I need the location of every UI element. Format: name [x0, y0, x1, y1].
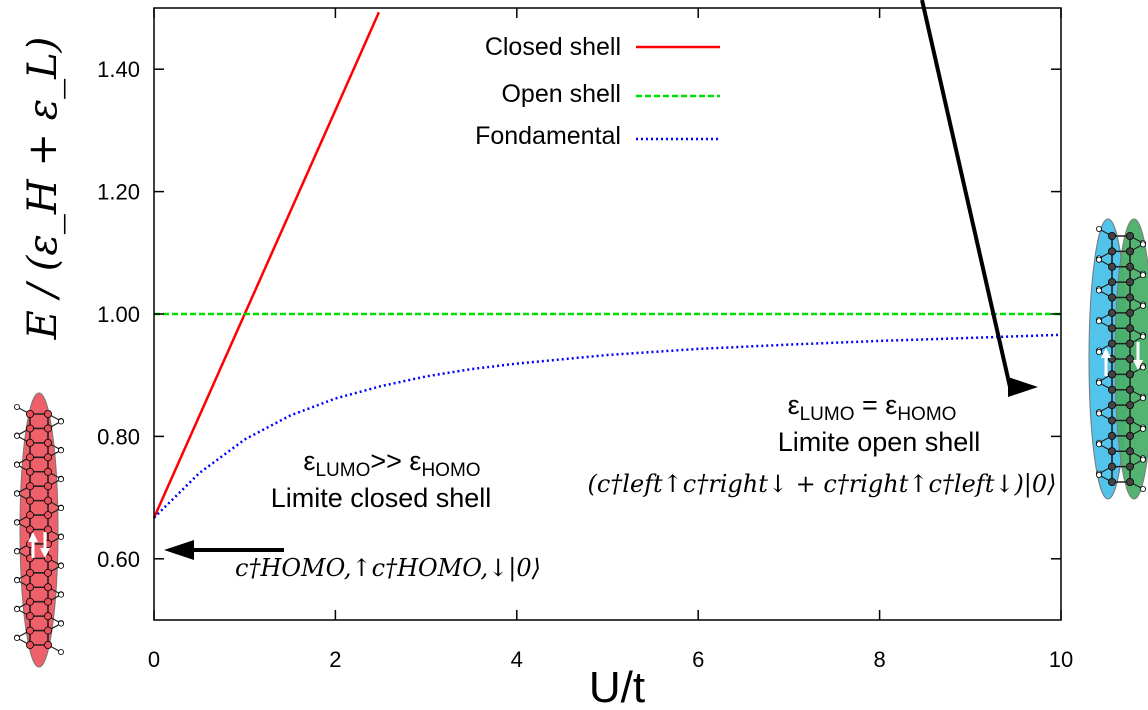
arrow-right-shaft [920, 0, 1012, 388]
arrow-right-icon [1008, 377, 1038, 397]
annotation-left-line2: Limite closed shell [271, 483, 492, 513]
annotation-right-line1: εLUMO = εHOMO [788, 390, 957, 425]
x-axis-title: U/t [589, 663, 645, 705]
annotation-closed-shell: εLUMO>> εHOMO Limite closed shell c†HOMO… [164, 446, 541, 583]
x-tick-label: 10 [1049, 647, 1073, 672]
annotation-left-line1: εLUMO>> εHOMO [303, 446, 480, 481]
x-tick-label: 4 [511, 647, 523, 672]
plot-lines [152, 11, 1062, 519]
annotation-right-formula: (c†left↑c†right↓ + c†right↑c†left↓)|0⟩ [587, 470, 1056, 499]
x-tick-label: 8 [873, 647, 885, 672]
annotation-right-line2: Limite open shell [778, 427, 981, 457]
molecule-closed-shell-icon [13, 392, 65, 668]
y-axis-title: E / (ε_H + ε_L) [20, 37, 66, 341]
legend: Closed shell Open shell Fondamental [475, 33, 720, 150]
y-ticks: 0.60 0.80 1.00 1.20 1.40 [97, 57, 1061, 572]
x-tick-label: 0 [148, 647, 160, 672]
molecule-chain-left-icon [13, 403, 65, 656]
molecule-chain-right-icon [1096, 225, 1147, 492]
legend-label-fondamental: Fondamental [475, 122, 621, 150]
x-tick-label: 6 [692, 647, 704, 672]
spin-down-icon [1133, 342, 1143, 370]
annotation-open-shell: εLUMO = εHOMO Limite open shell (c†left↑… [587, 0, 1057, 499]
y-tick-label: 1.00 [97, 302, 140, 327]
series-line-closed-shell [152, 11, 381, 519]
y-tick-label: 0.60 [97, 547, 140, 572]
spin-pair-icon [28, 532, 50, 558]
spin-up-icon [1101, 348, 1111, 376]
legend-label-open-shell: Open shell [501, 80, 621, 108]
x-tick-label: 2 [329, 647, 341, 672]
annotation-left-formula: c†HOMO,↑c†HOMO,↓|0⟩ [235, 554, 541, 583]
molecule-open-shell-icon [1088, 218, 1148, 500]
y-tick-label: 1.20 [97, 180, 140, 205]
x-ticks: 0 2 4 6 8 10 [148, 8, 1073, 672]
legend-label-closed-shell: Closed shell [485, 33, 621, 61]
y-tick-label: 0.80 [97, 424, 140, 449]
arrow-left-icon [164, 540, 194, 560]
y-tick-label: 1.40 [97, 57, 140, 82]
